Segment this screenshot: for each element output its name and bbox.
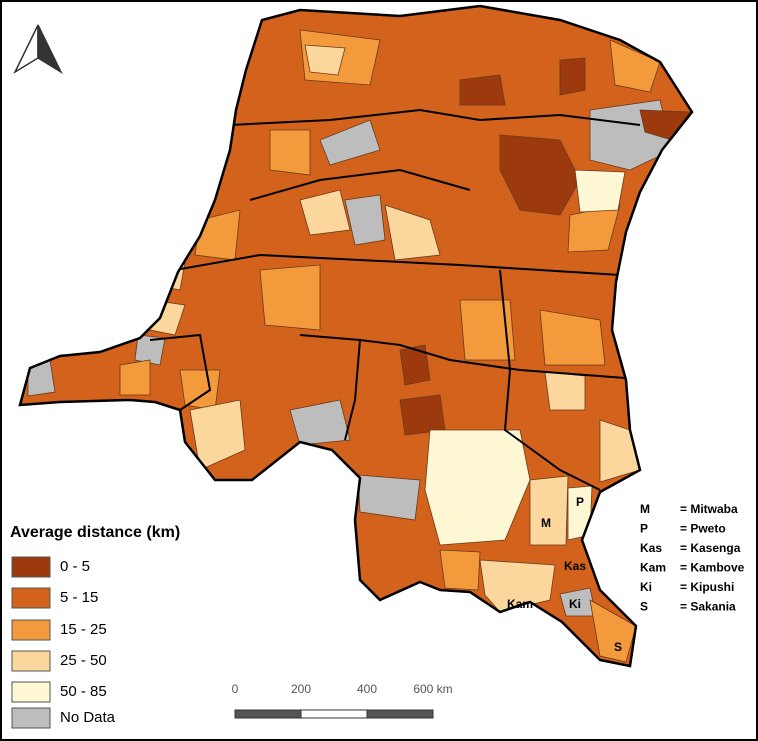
key-name: = Sakania — [680, 600, 736, 614]
key-name: = Kipushi — [680, 580, 734, 594]
map-label: Kas — [564, 559, 586, 573]
key-abbr: Ki — [640, 580, 652, 594]
region — [399, 394, 446, 436]
key-name: = Kambove — [680, 561, 745, 575]
region — [299, 189, 351, 236]
map-label: Kam — [507, 597, 533, 611]
key-name: = Mitwaba — [680, 502, 738, 516]
region — [384, 204, 441, 261]
map-label: M — [541, 516, 551, 530]
map-label: S — [614, 640, 622, 654]
region — [134, 334, 166, 366]
scale-label: 400 — [357, 682, 377, 696]
key-abbr: Kas — [640, 541, 662, 555]
region — [189, 399, 246, 471]
region — [459, 299, 516, 361]
region — [439, 549, 481, 591]
key-abbr: S — [640, 600, 648, 614]
province-borders — [149, 108, 641, 491]
region — [269, 129, 311, 176]
legend-swatch — [11, 556, 51, 578]
legend: 0 - 5 5 - 15 15 - 25 25 - 50 50 - 85 No Data — [11, 556, 116, 729]
region — [357, 474, 421, 521]
region — [319, 119, 381, 166]
region — [589, 599, 637, 663]
scale-label: 200 — [291, 682, 311, 696]
region — [539, 309, 606, 366]
key-abbr: Kam — [640, 561, 666, 575]
region — [399, 344, 431, 386]
legend-label: 5 - 15 — [60, 589, 98, 606]
scale-label: 0 — [232, 682, 239, 696]
region — [289, 399, 351, 446]
map-label: Ki — [569, 597, 581, 611]
abbreviation-key: M = Mitwaba P = Pweto Kas = Kasenga Kam = Kambo… — [640, 502, 745, 614]
region — [304, 44, 346, 76]
legend-label: No Data — [60, 709, 116, 726]
region — [529, 475, 569, 546]
legend-swatch — [11, 619, 51, 641]
region — [459, 74, 506, 106]
region — [544, 371, 586, 411]
region — [609, 39, 661, 93]
region — [424, 429, 531, 546]
region — [259, 264, 321, 331]
key-abbr: M — [640, 502, 650, 516]
region — [499, 134, 581, 216]
region — [344, 194, 386, 246]
legend-label: 15 - 25 — [60, 621, 107, 638]
legend-swatch — [11, 650, 51, 672]
region — [559, 57, 586, 96]
scale-bar: 0 200 400 600 km — [232, 682, 453, 719]
map-label: P — [576, 495, 584, 509]
legend-label: 0 - 5 — [60, 558, 90, 575]
region — [574, 169, 626, 213]
key-name: = Kasenga — [680, 541, 741, 555]
key-name: = Pweto — [680, 522, 726, 536]
legend-title: Average distance (km) — [10, 524, 180, 541]
region — [179, 369, 221, 411]
north-arrow — [13, 24, 63, 74]
legend-swatch — [11, 707, 51, 729]
legend-label: 25 - 50 — [60, 652, 107, 669]
legend-label: 50 - 85 — [60, 683, 107, 700]
region — [119, 359, 151, 396]
key-abbr: P — [640, 522, 648, 536]
scale-label: 600 km — [413, 682, 452, 696]
legend-swatch — [11, 587, 51, 609]
legend-swatch — [11, 681, 51, 703]
